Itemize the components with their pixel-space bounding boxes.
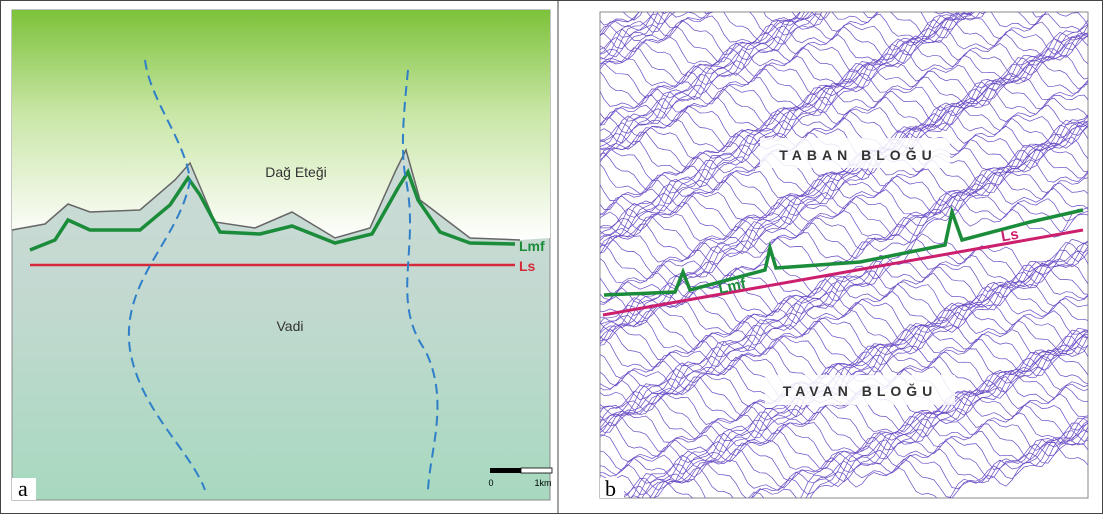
panel-letter: a [18, 476, 28, 501]
footwall-label: TABAN BLOĞU [779, 146, 936, 163]
scale-bar [521, 468, 552, 473]
panel-b: TABAN BLOĞU Lmf Ls TAVAN BLOĞU b [598, 0, 1090, 514]
upland-area [12, 10, 550, 240]
lmf-label: Lmf [519, 238, 545, 254]
scale-bar [490, 468, 521, 473]
panel-letter: b [605, 476, 616, 501]
scale-end: 1km [534, 478, 551, 488]
valley-label: Vadi [277, 318, 304, 334]
figure: Dağ Eteği Lmf Ls Vadi 0 1km a TABAN BLOĞ… [0, 0, 1103, 514]
scale-start: 0 [488, 478, 493, 488]
ls-label: Ls [519, 258, 536, 274]
hangingwall-label: TAVAN BLOĞU [783, 382, 938, 399]
upland-label: Dağ Eteği [265, 164, 326, 180]
ls-label: Ls [1000, 226, 1020, 246]
panel-a: Dağ Eteği Lmf Ls Vadi 0 1km a [12, 10, 552, 501]
